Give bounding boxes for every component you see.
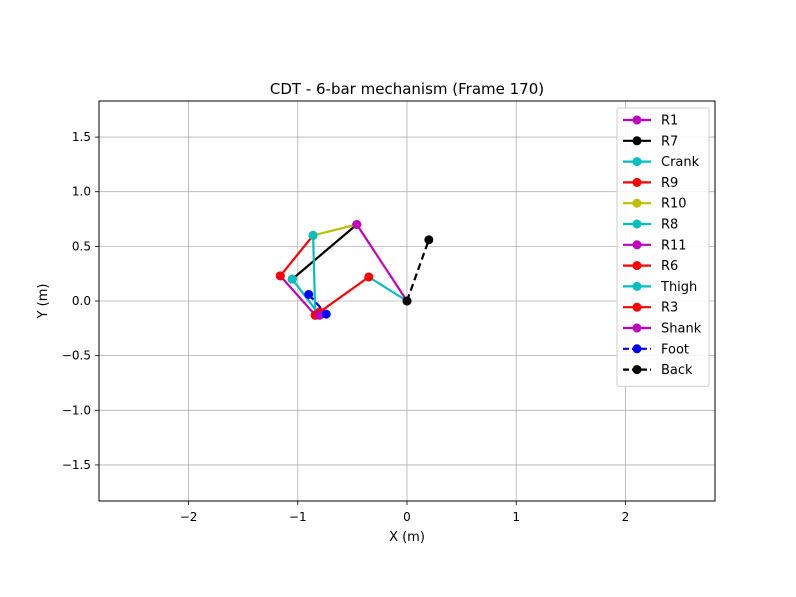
series-point-back — [402, 296, 412, 306]
series-line-r6 — [314, 276, 370, 317]
series-back — [402, 235, 434, 306]
legend-entry: Foot — [623, 342, 689, 357]
legend-label: R9 — [661, 176, 678, 191]
legend-label: R6 — [661, 259, 678, 274]
chart-title: CDT - 6-bar mechanism (Frame 170) — [270, 80, 544, 98]
legend-entry: R11 — [623, 238, 687, 253]
legend-marker — [632, 261, 642, 271]
series-foot — [304, 289, 331, 319]
legend-entry: Thigh — [623, 280, 697, 295]
legend-marker — [632, 136, 642, 146]
legend-marker — [632, 281, 642, 291]
series-line-r11 — [355, 223, 408, 302]
legend-label: Foot — [661, 342, 689, 357]
legend-entry: R8 — [623, 218, 678, 233]
legend-marker — [632, 219, 642, 229]
legend-marker — [632, 365, 642, 375]
legend-entry: R7 — [623, 134, 678, 149]
legend-box — [616, 107, 710, 387]
legend-marker — [632, 302, 642, 312]
y-axis-ticks: −1.5 −1.0 −0.5 0.0 0.5 1.0 1.5 — [62, 130, 99, 472]
y-tick-label: −1.5 — [62, 458, 91, 472]
y-tick-label: 0.0 — [72, 294, 91, 308]
x-tick-label: 0 — [403, 510, 411, 524]
legend-label: Back — [661, 363, 693, 378]
legend-label: R11 — [661, 238, 687, 253]
series-point-r8 — [308, 230, 318, 240]
series-point-back — [424, 235, 434, 245]
x-tick-label: −1 — [289, 510, 307, 524]
series-line-r1 — [279, 275, 317, 316]
legend-label: R3 — [661, 301, 678, 316]
series-line-r7 — [291, 223, 358, 280]
x-tick-label: 1 — [512, 510, 520, 524]
series-line-crank — [368, 276, 408, 302]
mechanism-links — [275, 219, 434, 320]
y-tick-label: −1.0 — [62, 403, 91, 417]
legend-marker — [632, 323, 642, 333]
legend-entry: R10 — [623, 197, 687, 212]
y-tick-label: 1.5 — [72, 130, 91, 144]
x-axis-ticks: −2 −1 0 1 2 — [180, 501, 630, 524]
y-tick-label: −0.5 — [62, 349, 91, 363]
legend-label: R1 — [661, 114, 678, 129]
series-line-r8 — [312, 235, 317, 316]
legend-marker — [632, 157, 642, 167]
legend-label: Crank — [661, 155, 700, 170]
legend: R1 R7 Crank R9 R10 R8 R11 R6 Thigh R3 Shank Foot Bac… — [616, 107, 710, 387]
series-line-r9 — [279, 234, 314, 277]
legend-label: Shank — [661, 322, 702, 337]
legend-entry: R6 — [623, 259, 678, 274]
legend-label: R10 — [661, 197, 687, 212]
legend-marker — [632, 198, 642, 208]
legend-label: Thigh — [660, 280, 697, 295]
legend-entry: Back — [623, 363, 693, 378]
series-point-r11 — [352, 219, 362, 229]
legend-marker — [632, 240, 642, 250]
legend-label: R8 — [661, 218, 678, 233]
x-tick-label: −2 — [180, 510, 198, 524]
legend-label: R7 — [661, 134, 678, 149]
legend-entry: R3 — [623, 301, 678, 316]
legend-marker — [632, 177, 642, 187]
legend-entry: R1 — [623, 114, 678, 129]
series-line-r10 — [312, 223, 358, 237]
legend-entry: Crank — [623, 155, 700, 170]
legend-marker — [632, 344, 642, 354]
legend-entry: Shank — [623, 322, 702, 337]
x-axis-label: X (m) — [389, 530, 425, 545]
y-axis-label: Y (m) — [36, 284, 51, 320]
series-point-foot — [321, 309, 331, 319]
legend-marker — [632, 115, 642, 125]
x-tick-label: 2 — [622, 510, 630, 524]
series-point-r6 — [364, 272, 374, 282]
series-point-r9 — [275, 271, 285, 281]
series-point-foot — [304, 289, 314, 299]
series-point-thigh — [287, 274, 297, 284]
y-tick-label: 1.0 — [72, 185, 91, 199]
legend-entry: R9 — [623, 176, 678, 191]
y-tick-label: 0.5 — [72, 239, 91, 253]
plot-frame — [98, 100, 716, 502]
